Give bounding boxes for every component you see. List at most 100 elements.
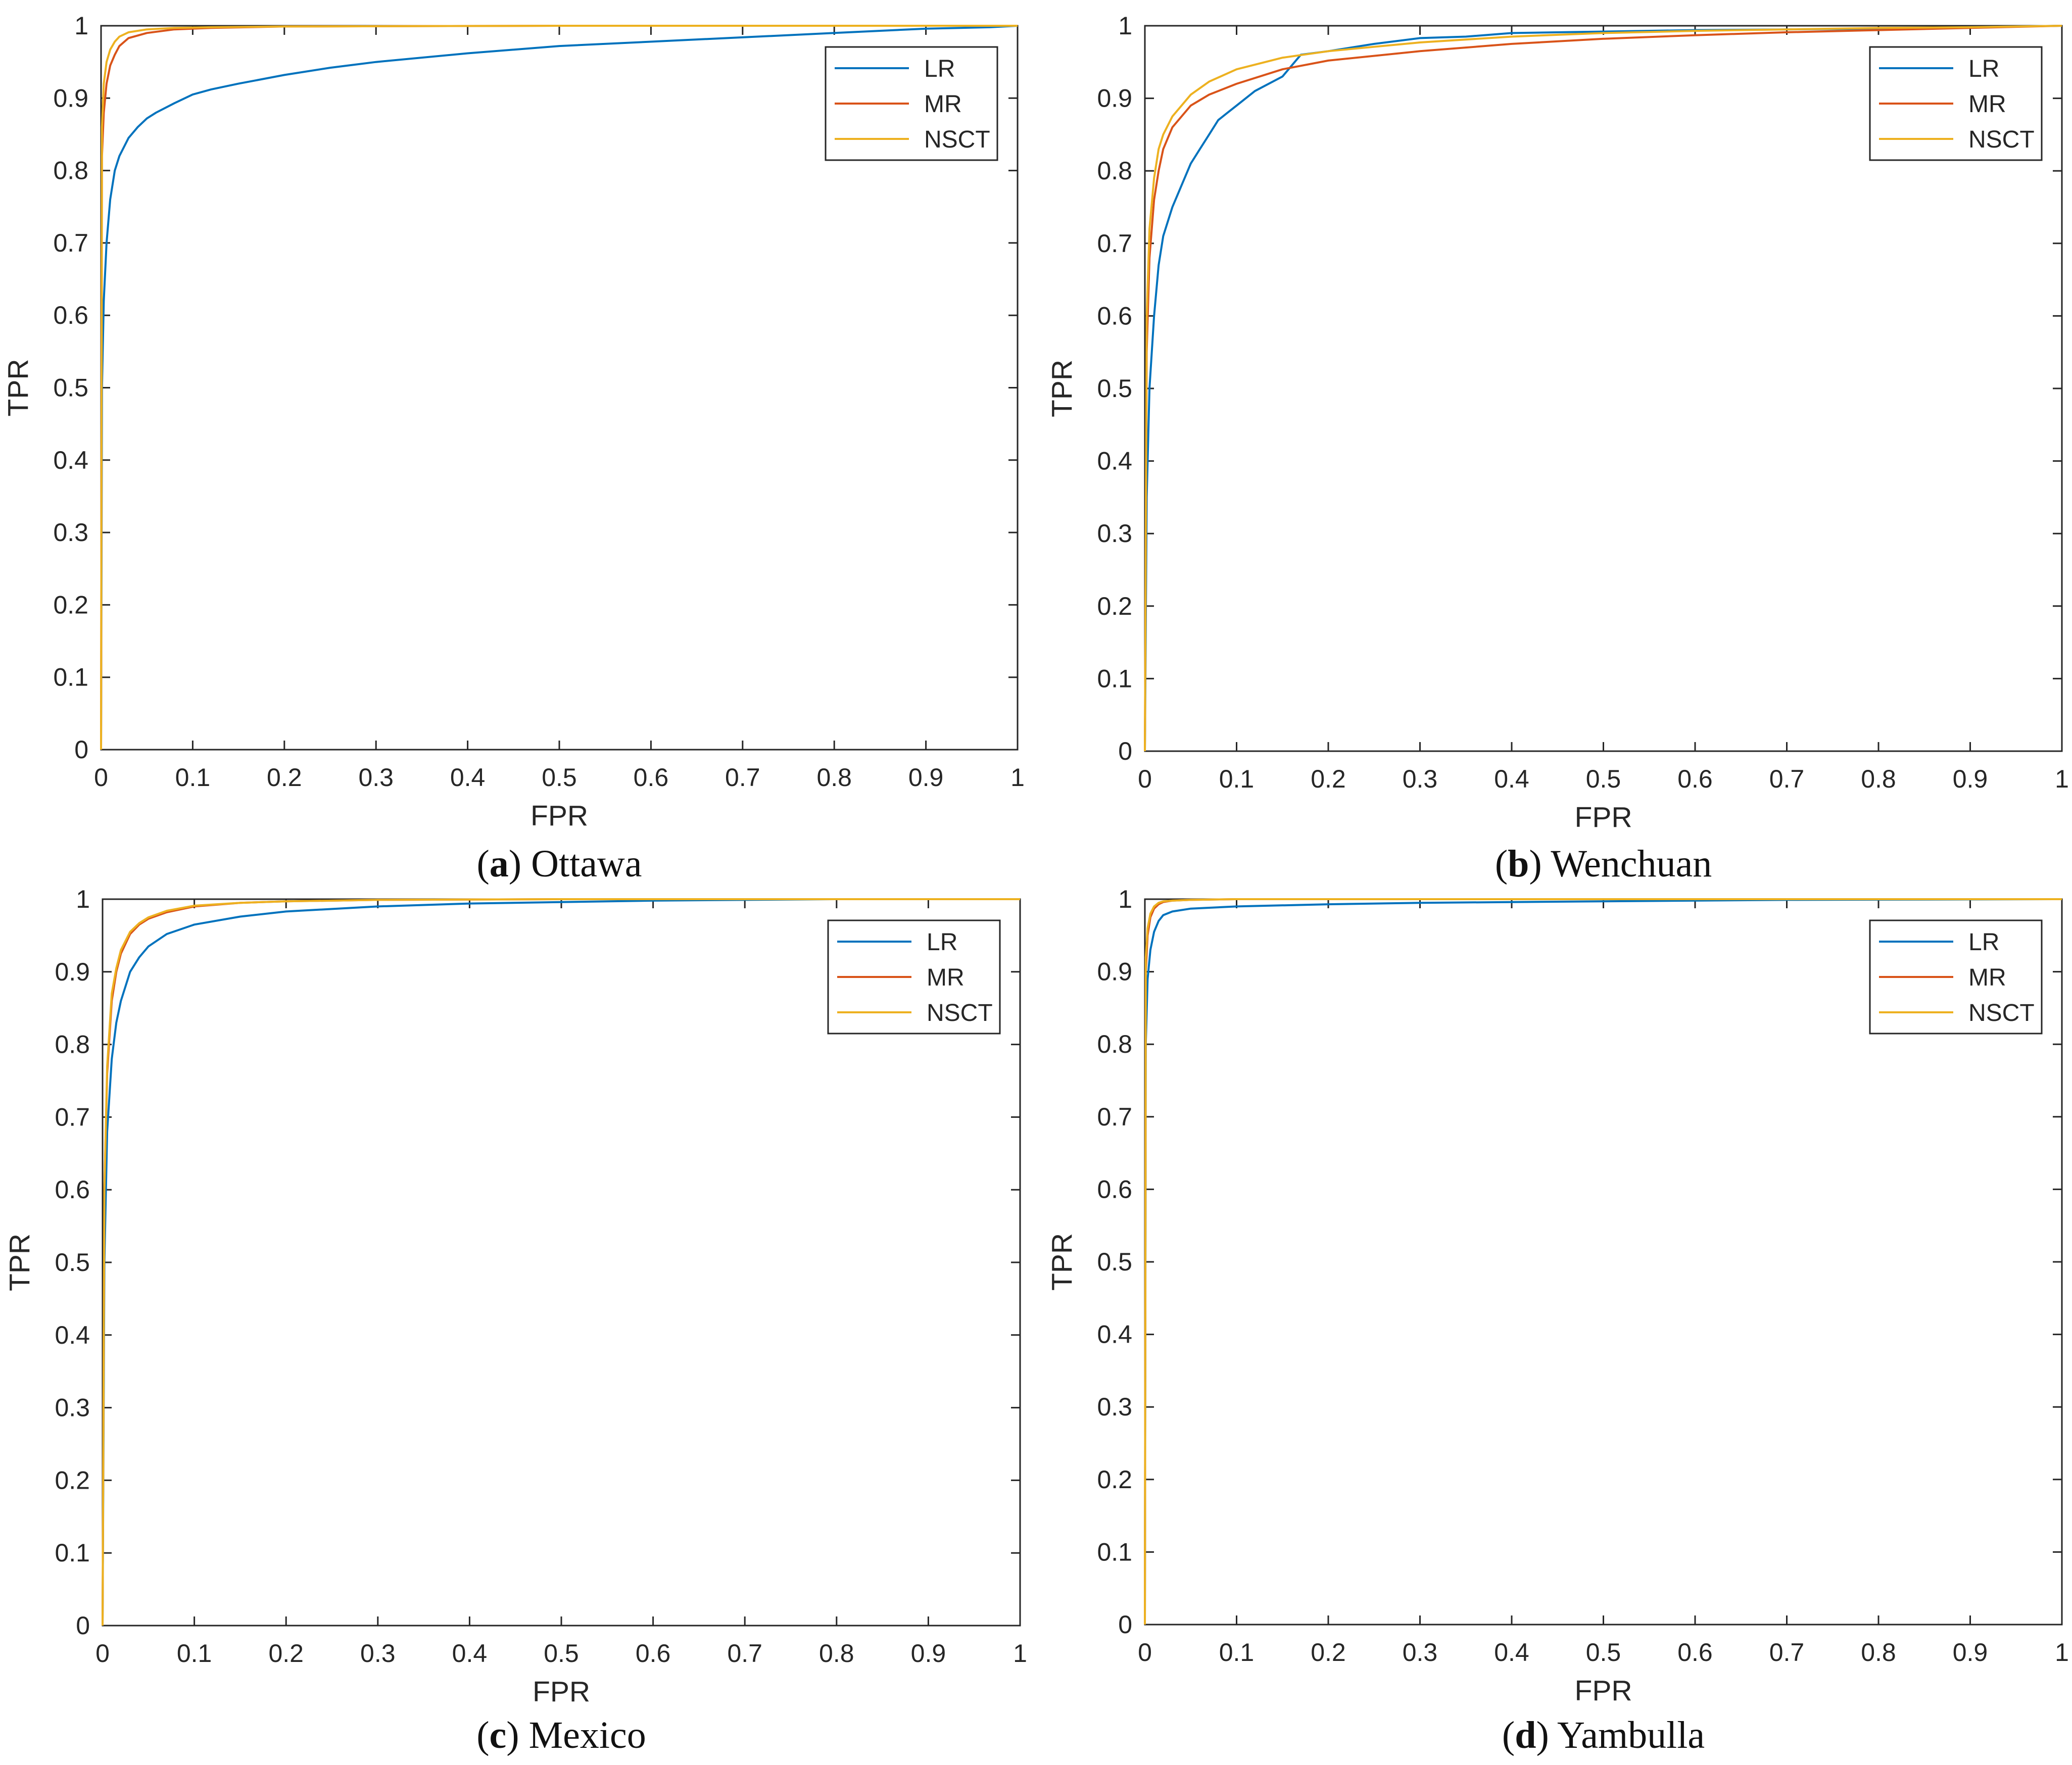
roc-panel-b: 0 0.1 0.2 0.3 0.4 0.5 0.6 0.7 0.8 0.9 1 0 0.1 0.2 0.3 0…	[1046, 12, 2069, 885]
x-tick-label: 0	[94, 763, 108, 792]
y-tick-label: 0.1	[1097, 1538, 1132, 1566]
x-tick-label: 0.3	[360, 1639, 396, 1668]
caption-tag: d	[1515, 1714, 1536, 1756]
y-tick-label: 0.2	[1097, 592, 1132, 620]
x-tick-label: 0.4	[450, 763, 486, 792]
y-tick-label: 0.7	[53, 229, 88, 257]
y-tick-label: 0.5	[1097, 374, 1132, 403]
legend-label-lr: LR	[924, 56, 955, 82]
x-tick-label: 0.6	[636, 1639, 671, 1668]
caption-paren-close: )	[1529, 843, 1551, 885]
y-tick-label: 0.2	[1097, 1465, 1132, 1494]
y-tick-label: 0.5	[1097, 1248, 1132, 1276]
panel-caption-c: (c) Mexico	[476, 1714, 646, 1756]
legend-label-lr: LR	[1968, 929, 1999, 956]
y-tick-label: 0.8	[1097, 1030, 1132, 1058]
caption-title: Mexico	[529, 1714, 646, 1756]
roc-panel-c: 0 0.1 0.2 0.3 0.4 0.5 0.6 0.7 0.8 0.9 1 0 0.1 0.2 0.3 0…	[4, 885, 1027, 1756]
x-tick-label: 0.2	[1311, 1638, 1346, 1666]
x-tick-label: 0.7	[1769, 765, 1805, 793]
x-tick-label: 0.8	[1861, 1638, 1896, 1666]
y-tick-label: 0.2	[55, 1466, 90, 1494]
x-tick-label: 0.9	[1953, 1638, 1988, 1666]
legend: LR MR NSCT	[1869, 919, 2043, 1035]
y-tick-label: 0.9	[53, 84, 88, 112]
x-tick-label: 0	[1138, 1638, 1152, 1666]
caption-title: Ottawa	[531, 843, 642, 885]
x-tick-label: 0.2	[268, 1639, 304, 1668]
caption-title: Wenchuan	[1551, 843, 1712, 885]
y-tick-label: 0.6	[1097, 1175, 1132, 1203]
caption-tag: a	[490, 843, 509, 885]
y-axis-label: TPR	[2, 359, 34, 417]
y-tick-label: 1	[76, 885, 90, 913]
y-tick-label: 1	[74, 12, 88, 40]
y-tick-label: 0.3	[1097, 1393, 1132, 1421]
roc-panel-d: 0 0.1 0.2 0.3 0.4 0.5 0.6 0.7 0.8 0.9 1 0 0.1 0.2 0.3 0…	[1046, 885, 2069, 1756]
x-tick-label: 0	[1138, 765, 1152, 793]
y-tick-label: 0.3	[1097, 519, 1132, 548]
y-tick-label: 0.4	[55, 1321, 90, 1349]
x-axis-label: FPR	[531, 800, 588, 832]
x-tick-label: 0.9	[911, 1639, 946, 1668]
caption-title: Yambulla	[1557, 1714, 1705, 1756]
caption-tag: c	[490, 1714, 507, 1756]
caption-paren-open: (	[476, 1714, 489, 1756]
legend: LR MR NSCT	[825, 46, 998, 161]
legend-label-nsct: NSCT	[1968, 126, 2035, 153]
x-tick-label: 0.1	[1219, 765, 1255, 793]
y-tick-label: 0.9	[55, 958, 90, 986]
y-tick-label: 1	[1118, 885, 1132, 913]
x-tick-label: 0.5	[1586, 1638, 1621, 1666]
y-axis-label: TPR	[1046, 360, 1078, 417]
x-tick-label: 0.8	[816, 763, 852, 792]
x-tick-label: 0	[95, 1639, 110, 1668]
caption-paren-close: )	[506, 1714, 528, 1756]
x-tick-label: 0.2	[1311, 765, 1346, 793]
roc-panel-a: 0 0.1 0.2 0.3 0.4 0.5 0.6 0.7 0.8 0.9 1 0 0.1 0.2 0.3 0…	[2, 12, 1025, 885]
x-tick-label: 0.1	[1219, 1638, 1255, 1666]
x-tick-label: 0.8	[1861, 765, 1896, 793]
series-line-nsct	[1144, 898, 2062, 1625]
y-tick-label: 0.9	[1097, 958, 1132, 986]
y-tick-label: 0	[74, 736, 88, 764]
x-tick-label: 0.6	[1677, 1638, 1713, 1666]
x-tick-label: 0.3	[358, 763, 394, 792]
x-axis-label: FPR	[533, 1676, 590, 1708]
legend-label-mr: MR	[927, 964, 965, 991]
y-tick-label: 0	[76, 1611, 90, 1640]
y-tick-label: 0.9	[1097, 84, 1132, 113]
y-tick-label: 0.4	[53, 446, 88, 474]
y-tick-label: 0.8	[55, 1031, 90, 1059]
y-tick-label: 0.4	[1097, 447, 1132, 475]
y-tick-label: 0.3	[53, 518, 88, 547]
x-tick-label: 0.7	[725, 763, 760, 792]
y-tick-label: 0.1	[1097, 664, 1132, 693]
y-tick-label: 0.8	[1097, 157, 1132, 185]
x-tick-label: 0.1	[177, 1639, 212, 1668]
legend-label-nsct: NSCT	[927, 1000, 993, 1026]
series-line-mr	[1144, 25, 2062, 752]
y-tick-label: 0.6	[55, 1175, 90, 1204]
caption-paren-open: (	[1502, 1714, 1515, 1756]
x-tick-label: 0.9	[908, 763, 944, 792]
legend: LR MR NSCT	[827, 919, 1001, 1035]
legend-label-mr: MR	[924, 91, 962, 118]
x-tick-label: 0.5	[542, 763, 577, 792]
y-tick-label: 0.6	[53, 301, 88, 329]
x-tick-label: 1	[1010, 763, 1025, 792]
caption-paren-open: (	[476, 843, 489, 885]
x-tick-label: 1	[2055, 1638, 2069, 1666]
series-line-lr	[1144, 898, 2062, 1625]
x-tick-label: 0.9	[1953, 765, 1988, 793]
y-tick-label: 0.4	[1097, 1320, 1132, 1349]
series-line-lr	[102, 898, 1020, 1626]
x-tick-label: 1	[2055, 765, 2069, 793]
y-tick-label: 0.7	[1097, 1103, 1132, 1131]
legend: LR MR NSCT	[1869, 46, 2043, 161]
y-tick-label: 0.5	[55, 1248, 90, 1277]
x-tick-label: 0.5	[544, 1639, 579, 1668]
y-tick-label: 0.6	[1097, 302, 1132, 330]
y-tick-label: 0.8	[53, 157, 88, 185]
